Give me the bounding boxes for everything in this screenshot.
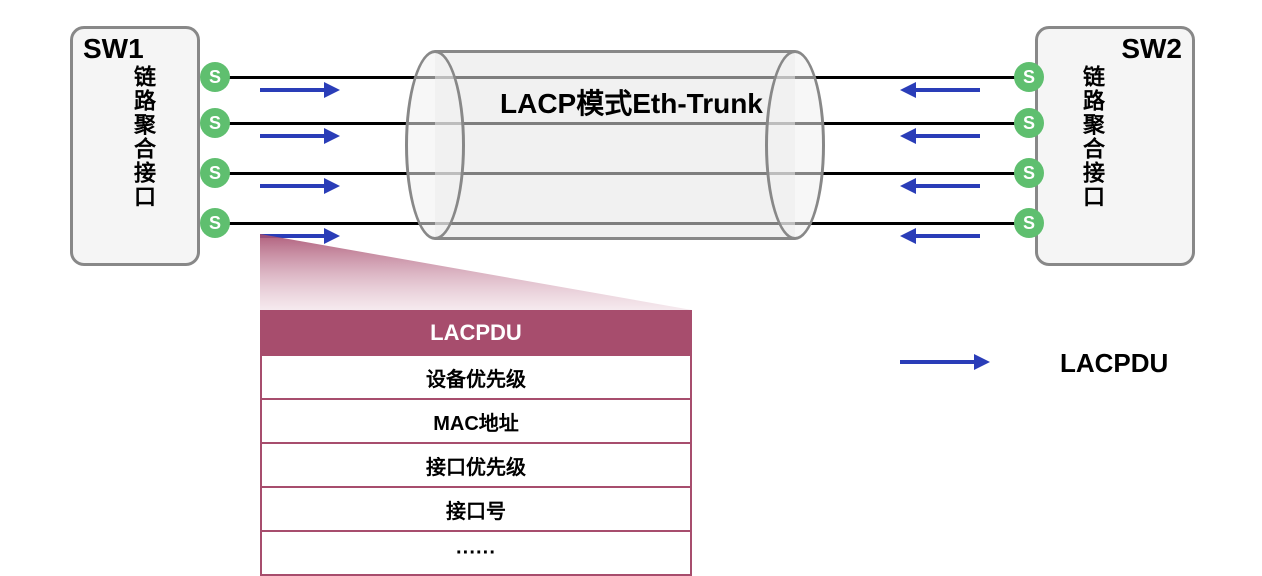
switch-sw1-label: SW1 — [83, 33, 144, 65]
lacpdu-cell: MAC地址 — [261, 399, 691, 443]
table-row: 接口号 — [261, 487, 691, 531]
sw1-port: S — [200, 158, 230, 188]
sw2-port: S — [1014, 108, 1044, 138]
sw1-port: S — [200, 108, 230, 138]
sw2-interface-label: 链路聚合接口 — [1076, 65, 1108, 209]
port-letter: S — [1023, 163, 1035, 184]
lacpdu-cell: 设备优先级 — [261, 355, 691, 399]
port-letter: S — [1023, 213, 1035, 234]
sw2-port: S — [1014, 208, 1044, 238]
legend-label: LACPDU — [1060, 348, 1168, 379]
port-letter: S — [209, 67, 221, 88]
port-letter: S — [209, 163, 221, 184]
port-letter: S — [1023, 113, 1035, 134]
table-row: MAC地址 — [261, 399, 691, 443]
sw1-port: S — [200, 208, 230, 238]
port-letter: S — [209, 113, 221, 134]
sw2-port: S — [1014, 62, 1044, 92]
port-letter: S — [209, 213, 221, 234]
sw1-interface-label: 链路聚合接口 — [127, 65, 159, 209]
switch-sw2: SW2 链路聚合接口 — [1035, 26, 1195, 266]
lacpdu-cell: ······ — [261, 531, 691, 575]
table-row: LACPDU — [261, 311, 691, 355]
sw2-port: S — [1014, 158, 1044, 188]
switch-sw1: SW1 链路聚合接口 — [70, 26, 200, 266]
table-row: ······ — [261, 531, 691, 575]
eth-trunk-cylinder — [405, 50, 825, 240]
cylinder-label: LACP模式Eth-Trunk — [500, 82, 763, 122]
table-row: 设备优先级 — [261, 355, 691, 399]
switch-sw2-label: SW2 — [1121, 33, 1182, 65]
table-row: 接口优先级 — [261, 443, 691, 487]
lacpdu-cell: 接口号 — [261, 487, 691, 531]
port-letter: S — [1023, 67, 1035, 88]
sw1-port: S — [200, 62, 230, 92]
lacpdu-table: LACPDU 设备优先级 MAC地址 接口优先级 接口号 ······ — [260, 310, 692, 576]
lacpdu-cell: 接口优先级 — [261, 443, 691, 487]
lacpdu-header: LACPDU — [261, 311, 691, 355]
